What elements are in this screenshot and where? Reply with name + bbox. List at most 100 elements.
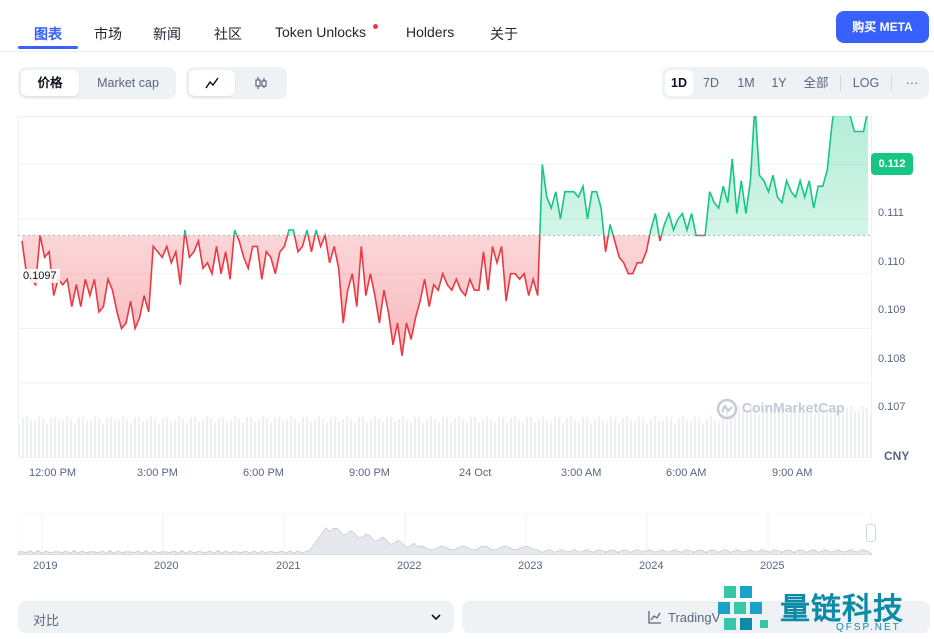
volume-bar <box>522 421 525 458</box>
volume-bar <box>838 407 841 458</box>
volume-bar <box>718 420 721 458</box>
volume-bar <box>190 417 193 458</box>
log-scale-button[interactable]: LOG <box>852 76 880 90</box>
volume-bar <box>674 423 677 458</box>
volume-bar <box>182 418 185 458</box>
volume-bar <box>474 416 477 458</box>
volume-bar <box>238 418 241 458</box>
volume-bar <box>30 420 33 458</box>
volume-bar <box>294 418 297 458</box>
chart-frame <box>18 116 872 458</box>
line-chart-icon <box>205 77 219 89</box>
volume-bar <box>46 423 49 458</box>
volume-bar <box>734 407 737 458</box>
tab-community[interactable]: 社区 <box>214 26 242 42</box>
volume-bar <box>266 418 269 458</box>
volume-bar <box>578 421 581 458</box>
coinmarketcap-logo-icon <box>716 398 738 420</box>
candlestick-icon <box>255 77 267 89</box>
volume-bar <box>778 406 781 458</box>
volume-bar <box>306 416 309 458</box>
tab-token-unlocks[interactable]: Token Unlocks <box>275 24 367 40</box>
y-tick-label: 0.108 <box>878 353 906 365</box>
volume-bar <box>42 417 45 458</box>
volume-bar <box>126 418 129 458</box>
tab-about[interactable]: 关于 <box>490 26 518 42</box>
price-toggle-button[interactable]: 价格 <box>21 70 79 96</box>
volume-bar <box>334 416 337 458</box>
volume-bar <box>130 423 133 458</box>
volume-bar <box>618 423 621 458</box>
volume-bar <box>554 416 557 458</box>
navigator-year-label: 2021 <box>276 560 301 572</box>
volume-bar <box>738 406 741 458</box>
volume-bar <box>470 416 473 458</box>
volume-bar <box>86 420 89 458</box>
volume-bar <box>242 422 245 458</box>
candlestick-button[interactable] <box>238 70 284 96</box>
volume-bar <box>458 416 461 458</box>
range-selector: 1D 7D 1M 1Y 全部 LOG ··· <box>662 67 929 99</box>
price-chart[interactable] <box>18 116 873 458</box>
volume-bar <box>342 419 345 458</box>
tab-news[interactable]: 新闻 <box>153 26 181 42</box>
y-tick-label: 0.109 <box>878 304 906 316</box>
tab-markets[interactable]: 市场 <box>94 26 122 42</box>
volume-bar <box>410 422 413 458</box>
volume-bar <box>866 408 869 458</box>
navigator-year-label: 2022 <box>397 560 422 572</box>
volume-bar <box>542 416 545 458</box>
volume-bar <box>642 417 645 458</box>
navigator-handle[interactable] <box>866 524 876 542</box>
tab-chart[interactable]: 图表 <box>34 26 62 42</box>
volume-bar <box>806 406 809 458</box>
volume-bar <box>682 416 685 458</box>
volume-bar <box>150 416 153 458</box>
volume-bar <box>414 416 417 458</box>
buy-meta-button[interactable]: 购买 META <box>836 11 929 43</box>
tab-holders[interactable]: Holders <box>406 24 455 40</box>
price-area-above <box>22 116 868 236</box>
navigator-year-label: 2020 <box>154 560 179 572</box>
range-1m-button[interactable]: 1M <box>737 76 755 90</box>
volume-bar <box>842 413 845 458</box>
volume-bar <box>534 422 537 458</box>
range-1d-button[interactable]: 1D <box>665 70 693 96</box>
volume-bar <box>830 410 833 458</box>
volume-bar <box>630 419 633 458</box>
volume-bar <box>762 407 765 458</box>
chart-style-toggle <box>186 67 287 99</box>
tradingview-label: TradingV <box>668 610 721 625</box>
timeline-navigator[interactable] <box>17 512 873 556</box>
tradingview-button[interactable]: TradingV <box>462 601 930 633</box>
volume-bar <box>766 406 769 458</box>
x-tick-label: 12:00 PM <box>29 467 77 479</box>
line-chart-button[interactable] <box>189 70 235 96</box>
volume-bar <box>750 406 753 458</box>
navigator-svg <box>17 512 873 556</box>
volume-bar <box>250 416 253 458</box>
compare-dropdown[interactable]: 对比 <box>18 601 454 633</box>
volume-bar <box>94 416 97 458</box>
volume-bar <box>546 419 549 458</box>
volume-bar <box>518 419 521 458</box>
volume-bar <box>794 406 797 458</box>
volume-bar <box>270 422 273 458</box>
volume-bar <box>466 421 469 458</box>
volume-bar <box>106 417 109 458</box>
volume-bar <box>558 417 561 458</box>
coinmarketcap-watermark: CoinMarketCap <box>716 398 845 420</box>
volume-bar <box>162 417 165 458</box>
range-7d-button[interactable]: 7D <box>703 76 719 90</box>
volume-bar <box>586 417 589 458</box>
volume-bar <box>38 416 41 458</box>
more-options-button[interactable]: ··· <box>905 76 919 90</box>
volume-bar <box>218 417 221 458</box>
top-tab-bar: 图表 市场 新闻 社区 Token Unlocks Holders 关于 购买 … <box>0 0 934 52</box>
x-tick-label: 24 Oct <box>459 467 492 479</box>
market-cap-toggle-button[interactable]: Market cap <box>97 76 159 90</box>
reference-price-label: 0.1097 <box>20 269 60 283</box>
range-all-button[interactable]: 全部 <box>803 76 829 90</box>
range-1y-button[interactable]: 1Y <box>771 76 787 90</box>
volume-bar <box>710 416 713 458</box>
